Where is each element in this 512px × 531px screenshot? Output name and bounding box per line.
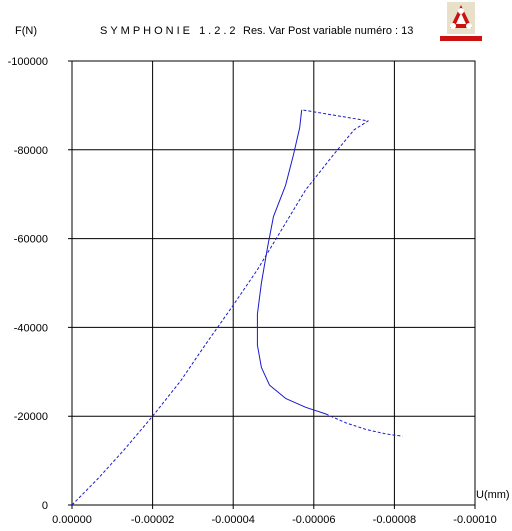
x-tick-label: -0.00008 — [373, 514, 416, 526]
y-axis-label: F(N) — [15, 25, 37, 37]
curve-segment-3 — [325, 413, 403, 437]
y-tick-label: -100000 — [8, 56, 48, 68]
x-axis-label: U(mm) — [476, 489, 510, 501]
x-tick-label: -0.00006 — [292, 514, 335, 526]
y-tick-label: -80000 — [14, 145, 48, 157]
y-tick-label: -20000 — [14, 411, 48, 423]
x-tick-label: -0.00010 — [453, 514, 496, 526]
grid — [68, 60, 476, 509]
y-tick-label: -40000 — [14, 322, 48, 334]
chart-subtitle: Res. Var Post variable numéro : 13 — [243, 25, 414, 37]
x-tick-label: -0.00002 — [131, 514, 174, 526]
curve-segment-2 — [256, 109, 327, 415]
y-ticks: 0 -20000 -40000 -60000 -80000 -100000 — [8, 56, 48, 512]
series — [71, 109, 403, 506]
x-ticks: 0.00000 -0.00002 -0.00004 -0.00006 -0.00008 -… — [52, 514, 497, 526]
x-tick-label: -0.00004 — [211, 514, 254, 526]
app-title: SYMPHONIE 1.2.2 — [100, 25, 239, 37]
x-tick-label: 0.00000 — [52, 514, 92, 526]
plot-border — [71, 60, 476, 506]
symphonie-logo — [440, 2, 482, 41]
curve-segment-1 — [71, 109, 369, 506]
y-tick-label: 0 — [42, 500, 48, 512]
y-tick-label: -60000 — [14, 234, 48, 246]
